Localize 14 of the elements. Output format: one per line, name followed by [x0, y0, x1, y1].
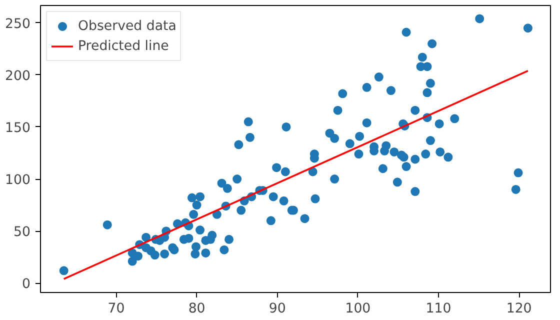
- y-tick-label: 150: [5, 120, 31, 136]
- y-tick-label: 200: [5, 68, 31, 84]
- x-tick-label: 100: [345, 302, 371, 316]
- y-tick-label: 50: [14, 225, 31, 240]
- legend-label: Predicted line: [78, 38, 169, 54]
- x-tick-label: 80: [188, 302, 206, 316]
- x-tick-label: 90: [268, 302, 286, 316]
- x-tick-label: 110: [426, 302, 452, 316]
- y-tick-label: 250: [5, 16, 31, 32]
- y-tick-label: 100: [5, 173, 31, 188]
- y-tick-label: 0: [22, 277, 31, 292]
- x-tick-label: 70: [108, 302, 125, 316]
- x-tick-label: 120: [506, 302, 532, 316]
- legend-label: Observed data: [78, 18, 176, 34]
